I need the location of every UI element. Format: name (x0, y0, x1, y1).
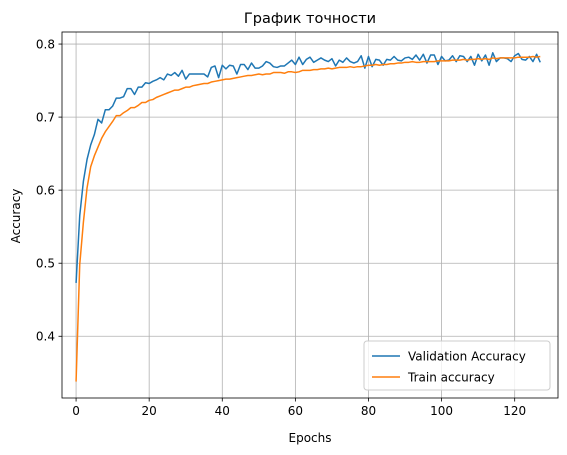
legend: Validation Accuracy Train accuracy (363, 340, 551, 391)
y-tick-label-2: 0.6 (36, 183, 55, 197)
series-line-0 (75, 52, 541, 283)
axes-frame (61, 31, 559, 399)
x-tick-label-4: 80 (361, 404, 376, 418)
legend-label-0: Validation Accuracy (408, 349, 526, 363)
chart-title: График точности (244, 11, 376, 27)
x-tick-label-5: 100 (430, 404, 453, 418)
y-tick-label-4: 0.8 (36, 37, 55, 51)
x-tick-label-2: 40 (215, 404, 230, 418)
plot-area: 0 20 40 60 80 100 120 0.4 0.5 0.6 0.7 0.8 Validation… (36, 31, 559, 418)
series-line-1 (75, 55, 541, 382)
legend-label-1: Train accuracy (407, 370, 495, 384)
x-tick-label-6: 120 (503, 404, 526, 418)
x-axis-label: Epochs (289, 431, 332, 445)
x-tick-label-1: 20 (142, 404, 157, 418)
y-tick-label-1: 0.5 (36, 257, 55, 271)
y-tick-label-3: 0.7 (36, 110, 55, 124)
x-tick-label-0: 0 (72, 404, 80, 418)
y-tick-label-0: 0.4 (36, 330, 55, 344)
y-axis-label: Accuracy (9, 189, 23, 244)
legend-box (363, 340, 551, 391)
x-tick-label-3: 60 (288, 404, 303, 418)
